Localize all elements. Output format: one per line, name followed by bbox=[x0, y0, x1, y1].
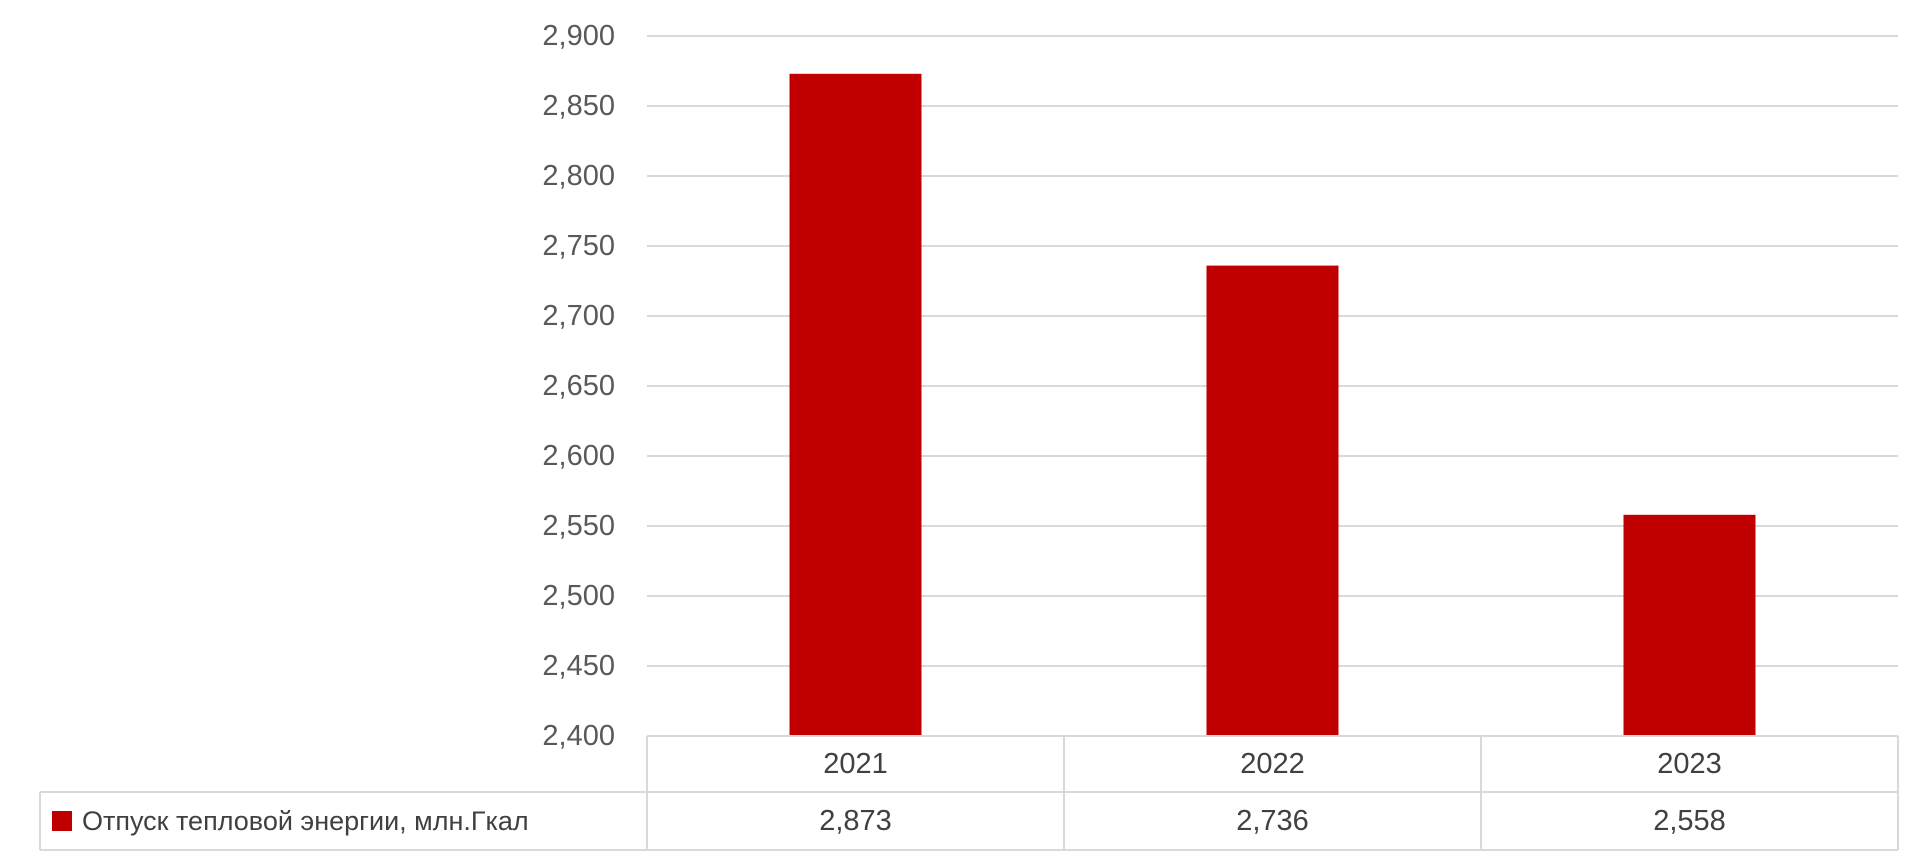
data-value-label: 2,736 bbox=[1236, 805, 1309, 837]
data-table-borders bbox=[39, 735, 1899, 851]
y-tick-label: 2,650 bbox=[542, 370, 615, 402]
category-label: 2022 bbox=[1240, 748, 1305, 780]
bar-2022 bbox=[1206, 265, 1339, 736]
y-tick-label: 2,700 bbox=[542, 300, 615, 332]
y-tick-label: 2,450 bbox=[542, 650, 615, 682]
legend-key-swatch bbox=[52, 811, 72, 831]
data-table-categories: 2021 2022 2023 bbox=[823, 748, 1722, 780]
y-tick-label: 2,850 bbox=[542, 90, 615, 122]
y-tick-label: 2,900 bbox=[542, 20, 615, 52]
y-axis-ticks: 2,400 2,450 2,500 2,550 2,600 2,650 2,700 2,750… bbox=[542, 20, 615, 752]
data-table-values: 2,873 2,736 2,558 bbox=[819, 805, 1726, 837]
data-value-label: 2,873 bbox=[819, 805, 892, 837]
data-table: 2021 2022 2023 2,873 2,736 2,558 Отпуск тепл… bbox=[39, 735, 1899, 851]
y-tick-label: 2,500 bbox=[542, 580, 615, 612]
y-tick-label: 2,600 bbox=[542, 440, 615, 472]
bars bbox=[789, 73, 1756, 737]
category-label: 2021 bbox=[823, 748, 888, 780]
data-value-label: 2,558 bbox=[1653, 805, 1726, 837]
y-tick-label: 2,550 bbox=[542, 510, 615, 542]
category-label: 2023 bbox=[1657, 748, 1722, 780]
legend-series-name: Отпуск тепловой энергии, млн.Гкал bbox=[82, 806, 529, 836]
bar-2021 bbox=[789, 73, 922, 737]
y-tick-label: 2,400 bbox=[542, 720, 615, 752]
y-tick-label: 2,800 bbox=[542, 160, 615, 192]
y-tick-label: 2,750 bbox=[542, 230, 615, 262]
bar-2023 bbox=[1623, 514, 1756, 736]
